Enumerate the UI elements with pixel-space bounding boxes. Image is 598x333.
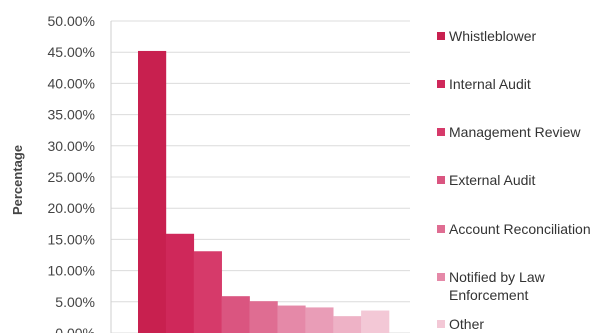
legend-label: Internal Audit: [449, 76, 531, 92]
y-tick-label: 45.00%: [48, 44, 95, 60]
bar: [193, 251, 222, 333]
y-tick-label: 25.00%: [48, 169, 95, 185]
legend-swatch: [437, 225, 445, 233]
legend-label: External Audit: [449, 172, 535, 188]
legend-swatch: [437, 128, 445, 136]
y-axis-title: Percentage: [10, 145, 25, 215]
legend-label: Other: [449, 316, 484, 332]
legend-swatch: [437, 80, 445, 88]
y-tick-label: 30.00%: [48, 138, 95, 154]
legend-swatch: [437, 176, 445, 184]
bar: [361, 310, 390, 333]
y-tick-label: 40.00%: [48, 75, 95, 91]
bar: [221, 296, 250, 333]
bar: [333, 316, 362, 333]
y-tick-label: 0.00%: [55, 325, 95, 333]
y-tick-label: 10.00%: [48, 263, 95, 279]
legend-label: Notified by Law Enforcement: [449, 269, 546, 303]
legend-label: Management Review: [449, 124, 581, 140]
bar: [165, 233, 195, 333]
y-tick-label: 20.00%: [48, 200, 95, 216]
legend-label: Account Reconciliation: [449, 221, 591, 237]
bar: [277, 305, 306, 333]
bar: [305, 307, 334, 333]
legend-swatch: [437, 273, 445, 281]
legend-label: Whistleblower: [449, 28, 536, 44]
legend: Whistleblower Internal Audit Management Re…: [437, 28, 591, 332]
y-tick-label: 5.00%: [55, 294, 95, 310]
y-tick-label: 50.00%: [48, 13, 95, 29]
y-axis-ticks: 0.00% 5.00% 10.00% 15.00% 20.00% 25.00% 30.00%…: [48, 13, 95, 333]
y-tick-label: 15.00%: [48, 231, 95, 247]
legend-swatch: [437, 32, 445, 40]
bar: [249, 301, 278, 333]
legend-swatch: [437, 320, 445, 328]
bar: [138, 50, 167, 333]
bars: [138, 50, 390, 333]
y-tick-label: 35.00%: [48, 107, 95, 123]
